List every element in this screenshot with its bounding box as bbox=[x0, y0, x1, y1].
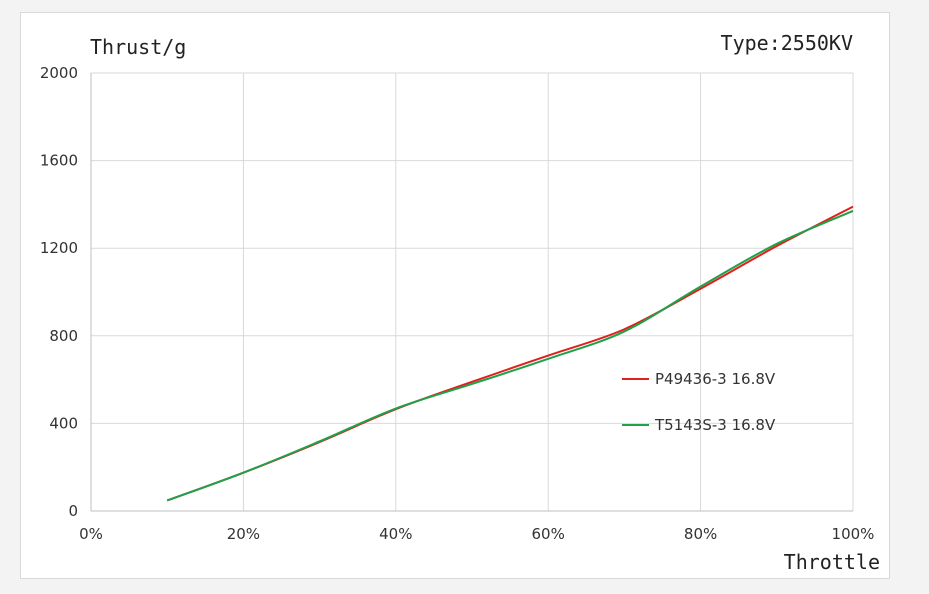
thrust-chart: 0 400 800 1200 1600 2000 0% 20% 40% 60% 80% 100% Th… bbox=[40, 31, 880, 574]
x-tick-label: 0% bbox=[79, 525, 103, 543]
y-tick-label: 2000 bbox=[40, 64, 78, 82]
y-tick-label: 0 bbox=[68, 502, 78, 520]
label-layer: Thrust/g Type:2550KV Throttle bbox=[90, 31, 880, 574]
grid-layer bbox=[91, 72, 854, 511]
chart-frame: 0 400 800 1200 1600 2000 0% 20% 40% 60% 80% 100% Th… bbox=[20, 12, 890, 579]
x-tick-label: 60% bbox=[532, 525, 565, 543]
x-tick-label: 20% bbox=[227, 525, 260, 543]
x-axis-title: Throttle bbox=[784, 550, 880, 574]
y-tick-label: 1600 bbox=[40, 152, 78, 170]
legend-label-t5143s: T5143S-3 16.8V bbox=[654, 416, 776, 434]
y-tick-label: 800 bbox=[49, 327, 78, 345]
y-tick-label: 1200 bbox=[40, 239, 78, 257]
x-tick-label: 80% bbox=[684, 525, 717, 543]
legend: P49436-3 16.8V T5143S-3 16.8V bbox=[622, 370, 776, 434]
y-tick-label: 400 bbox=[49, 414, 78, 432]
y-axis-title: Thrust/g bbox=[90, 35, 186, 59]
x-tick-label: 100% bbox=[832, 525, 875, 543]
x-tick-label: 40% bbox=[379, 525, 412, 543]
legend-label-p49436: P49436-3 16.8V bbox=[655, 370, 776, 388]
axis-layer: 0 400 800 1200 1600 2000 0% 20% 40% 60% 80% 100% bbox=[40, 64, 875, 543]
series-layer bbox=[166, 205, 854, 502]
series-line-1 bbox=[166, 210, 854, 502]
series-line-0 bbox=[166, 205, 854, 502]
chart-title: Type:2550KV bbox=[721, 31, 853, 55]
